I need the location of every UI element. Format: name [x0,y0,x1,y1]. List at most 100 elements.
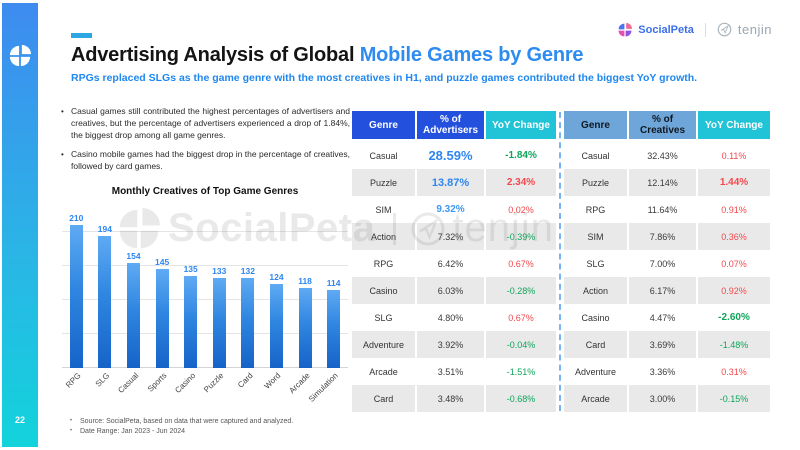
genre-cell: SLG [564,250,627,277]
genre-cell: Casual [564,142,627,169]
bar-value-label: 210 [69,213,84,224]
bar [298,287,312,368]
genre-cell: Casino [564,304,627,331]
genre-cell: SIM [564,223,627,250]
yoy-change-cell: 0.91% [698,196,770,223]
yoy-change-cell: 0.07% [698,250,770,277]
advertisers-table: Genre% of Advertisers YoY Change Casual 28… [352,111,556,412]
chart-bar-group: 132 [234,266,263,368]
creatives-table: Genre% of Creatives YoY Change Casual 32.4… [564,111,770,412]
bar [126,263,140,368]
percentage-cell: 3.92% [417,331,484,358]
bar-value-label: 124 [269,271,284,282]
bar-value-label: 135 [183,264,198,275]
percentage-cell: 12.14% [629,169,696,196]
percentage-cell: 9.32% [417,196,484,223]
chart-bar-group: 135 [176,264,205,368]
yoy-change-cell: -1.48% [698,331,770,358]
genre-tables: Genre% of Advertisers YoY Change Casual 28… [352,111,770,412]
yoy-change-cell: 0.36% [698,223,770,250]
yoy-change-cell: 0.02% [486,196,556,223]
percentage-cell: 6.42% [417,250,484,277]
percentage-cell: 3.36% [629,358,696,385]
chart-bar-group: 154 [119,251,148,368]
chart-gridline [62,231,348,232]
yoy-change-cell: -0.68% [486,385,556,412]
genre-cell: Adventure [564,358,627,385]
column-header: Genre [352,111,415,139]
column-header: % of Creatives [629,111,696,139]
percentage-cell: 3.48% [417,385,484,412]
yoy-change-cell: -0.04% [486,331,556,358]
yoy-change-cell: -0.28% [486,277,556,304]
x-axis-label: Sports [145,371,169,394]
bar-value-label: 145 [154,257,170,268]
insight-bullet: Casino mobile games had the biggest drop… [60,149,350,173]
percentage-cell: 6.03% [417,277,484,304]
bar [241,278,255,368]
genre-cell: Arcade [564,385,627,412]
yoy-change-cell: 0.67% [486,304,556,331]
genre-cell: SLG [352,304,415,331]
chart-bar-group: 114 [319,278,348,368]
chart-bar-group: 210 [62,213,91,368]
bar [212,277,226,368]
creatives-table-header: Genre% of Creatives YoY Change [564,111,770,139]
tenjin-logo-icon [717,22,732,37]
page-title-prefix: Advertising Analysis of Global [71,44,360,66]
percentage-cell: 7.00% [629,250,696,277]
chart-gridline [62,367,348,368]
tables-dashed-divider [559,112,561,411]
bar-value-label: 154 [126,251,141,262]
x-label-cell: Word [262,368,291,413]
x-axis-label: Word [263,371,283,391]
title-accent-bar [71,33,92,38]
percentage-cell: 32.43% [629,142,696,169]
page-title-highlight: Mobile Games by Genre [359,44,584,66]
chart-bar-group: 133 [205,266,234,368]
bar-value-label: 118 [298,275,312,286]
x-label-cell: Simulation [307,368,348,413]
x-axis-label: Casino [173,371,198,395]
advertisers-table-header: Genre% of Advertisers YoY Change [352,111,556,139]
yoy-change-cell: -2.60% [698,304,770,331]
x-label-cell: Card [234,368,263,413]
chart-gridline [62,265,348,266]
x-axis-label: SLG [93,371,112,389]
x-label-cell: Casual [115,368,148,413]
percentage-cell: 11.64% [629,196,696,223]
percentage-cell: 3.51% [417,358,484,385]
yoy-change-cell: -1.51% [486,358,556,385]
column-header: YoY Change [486,111,556,139]
title-block: Advertising Analysis of Global Mobile Ga… [71,33,697,84]
genre-cell: Casual [352,142,415,169]
insight-bullet: Casual games still contributed the highe… [60,106,350,142]
genre-cell: Casino [352,277,415,304]
footnotes: Source: SocialPeta, based on data that w… [70,417,293,436]
bar [327,290,341,368]
genre-cell: Card [352,385,415,412]
bar-chart: Monthly Creatives of Top Game Genres 210… [60,186,350,413]
percentage-cell: 3.69% [629,331,696,358]
x-axis-label: Casual [115,371,140,395]
advertisers-table-body: Casual 28.59% -1.84% Puzzle 13.87% 2.34% SIM 9.… [352,142,556,412]
percentage-cell: 4.47% [629,304,696,331]
genre-cell: Puzzle [352,169,415,196]
genre-cell: SIM [352,196,415,223]
x-label-cell: Casino [173,368,205,413]
sidebar: 22 [2,3,38,447]
genre-cell: Puzzle [564,169,627,196]
column-header: Genre [564,111,627,139]
chart-title: Monthly Creatives of Top Game Genres [111,186,299,197]
brand-logos: SocialPeta tenjin [618,22,772,37]
column-header: % of Advertisers [417,111,484,139]
page-title: Advertising Analysis of Global Mobile Ga… [71,44,631,67]
chart-plot: 210 194 154 145 135 133 132 124 118 114 [62,198,348,368]
chart-bar-group: 145 [148,257,177,368]
socialpeta-pie-icon [9,45,31,67]
chart-bar-group: 124 [262,272,291,368]
x-axis-label: Card [235,371,255,390]
creatives-table-body: Casual 32.43% 0.11% Puzzle 12.14% 1.44% RPG 11.… [564,142,770,412]
tenjin-logo-text: tenjin [737,22,772,37]
bar-value-label: 133 [212,265,227,276]
